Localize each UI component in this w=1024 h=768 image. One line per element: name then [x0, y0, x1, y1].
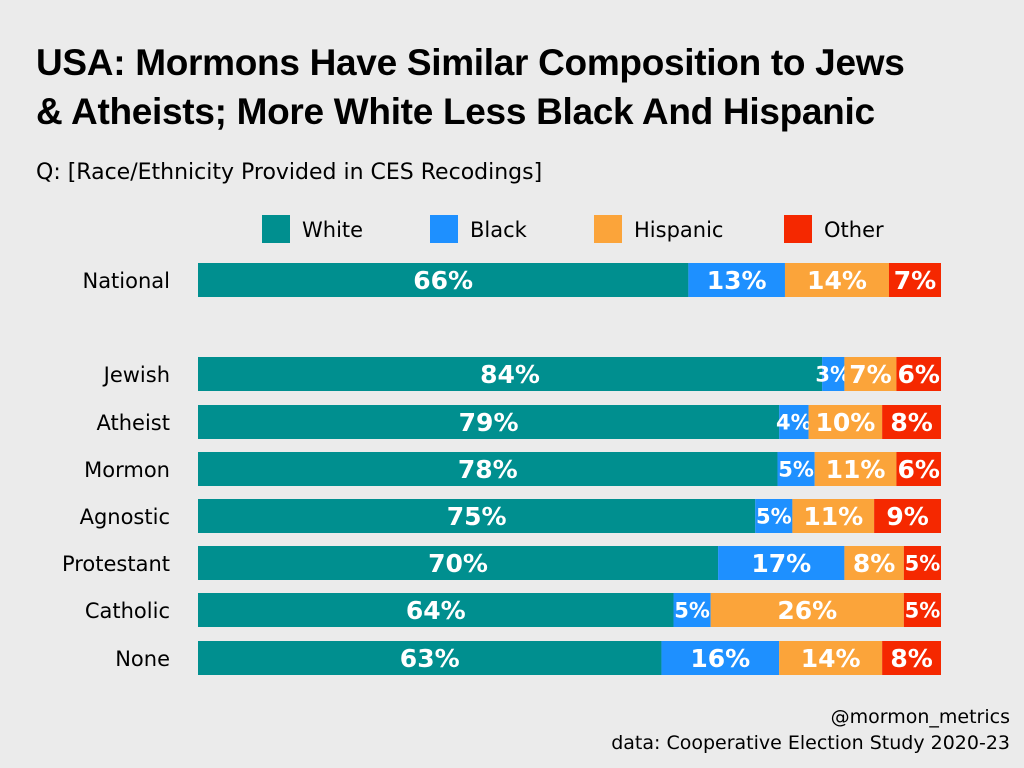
data-label-atheist-other: 8% — [890, 408, 932, 437]
bar-jewish-hispanic — [844, 357, 897, 391]
data-label-mormon-white: 78% — [458, 455, 518, 484]
data-label-national-hispanic: 14% — [807, 266, 867, 295]
bar-atheist-hispanic — [808, 405, 883, 439]
bar-mormon-hispanic — [814, 452, 897, 486]
data-label-mormon-black: 5% — [778, 458, 814, 482]
bar-none-hispanic — [779, 641, 883, 675]
bar-catholic-white — [198, 593, 674, 627]
data-label-catholic-other: 5% — [905, 599, 941, 623]
data-label-atheist-black: 4% — [776, 411, 812, 435]
chart-title-line-2: & Atheists; More White Less Black And Hi… — [36, 91, 875, 132]
chart-subtitle: Q: [Race/Ethnicity Provided in CES Recod… — [36, 160, 543, 185]
bar-none-other — [882, 641, 941, 675]
bar-jewish-white — [198, 357, 823, 391]
data-label-jewish-other: 6% — [897, 360, 939, 389]
data-label-protestant-black: 17% — [751, 549, 811, 578]
bar-atheist-black — [779, 405, 809, 439]
bar-agnostic-black — [755, 499, 793, 533]
category-label-none: None — [115, 647, 170, 671]
data-source: data: Cooperative Election Study 2020-23 — [611, 732, 1010, 754]
category-label-atheist: Atheist — [97, 411, 170, 435]
chart-title: USA: Mormons Have Similar Composition to… — [36, 38, 996, 136]
bar-mormon-white — [198, 452, 778, 486]
bar-none-black — [661, 641, 780, 675]
legend-swatch-black — [430, 215, 458, 243]
legend: White Black Hispanic Other — [262, 215, 884, 243]
data-label-none-black: 16% — [690, 644, 750, 673]
category-label-catholic: Catholic — [85, 599, 170, 623]
category-label-protestant: Protestant — [62, 552, 170, 576]
data-label-agnostic-hispanic: 11% — [803, 502, 863, 531]
data-label-jewish-hispanic: 7% — [849, 360, 891, 389]
bar-jewish-other — [896, 357, 941, 391]
bar-jewish-black — [822, 357, 845, 391]
legend-label-white: White — [302, 218, 363, 242]
data-label-none-hispanic: 14% — [801, 644, 861, 673]
legend-swatch-hispanic — [594, 215, 622, 243]
data-label-national-black: 13% — [707, 266, 767, 295]
data-label-agnostic-white: 75% — [447, 502, 507, 531]
category-label-mormon: Mormon — [84, 458, 170, 482]
data-label-agnostic-other: 9% — [886, 502, 928, 531]
data-label-jewish-white: 84% — [480, 360, 540, 389]
bar-protestant-hispanic — [844, 546, 904, 580]
data-label-agnostic-black: 5% — [756, 505, 792, 529]
data-label-atheist-white: 79% — [459, 408, 519, 437]
bar-national-white — [198, 263, 689, 297]
author-handle: @mormon_metrics — [830, 706, 1010, 728]
data-label-mormon-other: 6% — [897, 455, 939, 484]
bar-agnostic-white — [198, 499, 756, 533]
data-label-protestant-other: 5% — [905, 552, 941, 576]
category-label-national: National — [82, 269, 170, 293]
bar-none-white — [198, 641, 662, 675]
bar-national-black — [688, 263, 785, 297]
legend-swatch-white — [262, 215, 290, 243]
data-label-catholic-black: 5% — [674, 599, 710, 623]
bar-catholic-hispanic — [710, 593, 904, 627]
legend-label-black: Black — [470, 218, 528, 242]
category-label-jewish: Jewish — [102, 363, 170, 387]
bar-agnostic-other — [874, 499, 941, 533]
bar-mormon-black — [777, 452, 815, 486]
data-label-atheist-hispanic: 10% — [815, 408, 875, 437]
data-label-national-other: 7% — [894, 266, 936, 295]
bar-catholic-other — [903, 593, 941, 627]
data-label-none-white: 63% — [400, 644, 460, 673]
data-label-catholic-hispanic: 26% — [777, 596, 837, 625]
chart-title-line-1: USA: Mormons Have Similar Composition to… — [36, 42, 905, 83]
legend-label-hispanic: Hispanic — [634, 218, 723, 242]
legend-swatch-other — [784, 215, 812, 243]
bar-atheist-other — [882, 405, 941, 439]
bar-catholic-black — [673, 593, 711, 627]
bar-protestant-white — [198, 546, 719, 580]
bar-national-other — [888, 263, 941, 297]
data-label-protestant-white: 70% — [428, 549, 488, 578]
bars: 66% 13% 14% 7%84% 3%7% 6%79% 4% 10% 8%78% 5% 11% 6%… — [198, 263, 941, 675]
legend-label-other: Other — [824, 218, 884, 242]
bar-national-hispanic — [784, 263, 889, 297]
data-label-protestant-hispanic: 8% — [853, 549, 895, 578]
data-label-national-white: 66% — [413, 266, 473, 295]
data-label-none-other: 8% — [890, 644, 932, 673]
category-label-agnostic: Agnostic — [80, 505, 170, 529]
data-label-mormon-hispanic: 11% — [826, 455, 886, 484]
bar-agnostic-hispanic — [792, 499, 875, 533]
bar-mormon-other — [896, 452, 941, 486]
data-label-catholic-white: 64% — [406, 596, 466, 625]
category-labels: National Jewish Atheist Mormon Agnostic Prote… — [62, 269, 170, 671]
bar-protestant-black — [718, 546, 845, 580]
bar-protestant-other — [903, 546, 941, 580]
bar-atheist-white — [198, 405, 780, 439]
